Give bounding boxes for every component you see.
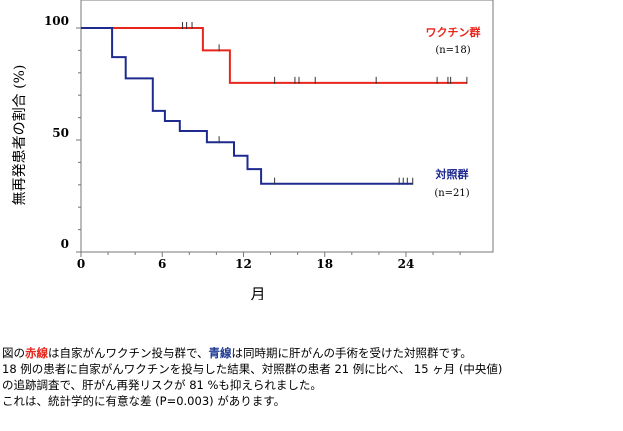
caption: 図の赤線は自家がんワクチン投与群で、青線は同時期に肝がんの手術を受けた対照群です… [2,345,622,409]
y-tick-label: 50 [52,126,69,140]
survival-chart: 0 50 100 0 6 12 18 24 ワクチン群 (n=18) 対照群 (n=21) 月 無… [11,0,494,300]
blue-line-term: 青線 [208,346,232,360]
x-tick-label: 6 [158,257,166,271]
x-axis-label: 月 [250,285,265,300]
x-tick-label: 18 [316,257,333,271]
y-tick-label: 100 [44,14,69,28]
y-tick-label: 0 [61,237,69,251]
caption-line-1: 図の赤線は自家がんワクチン投与群で、青線は同時期に肝がんの手術を受けた対照群です… [2,345,622,361]
series-layer [81,22,468,185]
legend-series-count: (n=21) [434,188,469,199]
legend-layer: ワクチン群 (n=18) 対照群 (n=21) [426,25,481,199]
caption-line-4: これは、統計学的に有意な差 (P=0.003) があります。 [2,394,286,408]
x-tick-label: 0 [77,257,85,271]
caption-text: 図の [2,346,25,360]
legend-series-name: ワクチン群 [426,25,481,39]
caption-line-2: 18 例の患者に自家がんワクチンを投与した結果、対照群の患者 21 例に比べ、 … [2,362,503,376]
control-group-line [81,27,413,185]
plot-frame [80,0,494,253]
legend-series-name: 対照群 [435,167,469,181]
y-axis-ticks: 0 50 100 [44,14,81,253]
x-tick-label: 24 [398,257,415,271]
red-line-term: 赤線 [25,346,48,360]
caption-text: は同時期に肝がんの手術を受けた対照群です。 [231,346,472,360]
y-axis-label: 無再発患者の割合 (%) [11,65,28,206]
vaccine-group-line [81,27,467,84]
legend-series-count: (n=18) [435,45,470,56]
x-axis-ticks: 0 6 12 18 24 [77,252,461,271]
caption-line-3: の追跡調査で、肝がん再発リスクが 81 %も抑えられました。 [2,378,322,392]
x-tick-label: 12 [235,257,252,271]
caption-text: は自家がんワクチン投与群で、 [48,346,209,360]
